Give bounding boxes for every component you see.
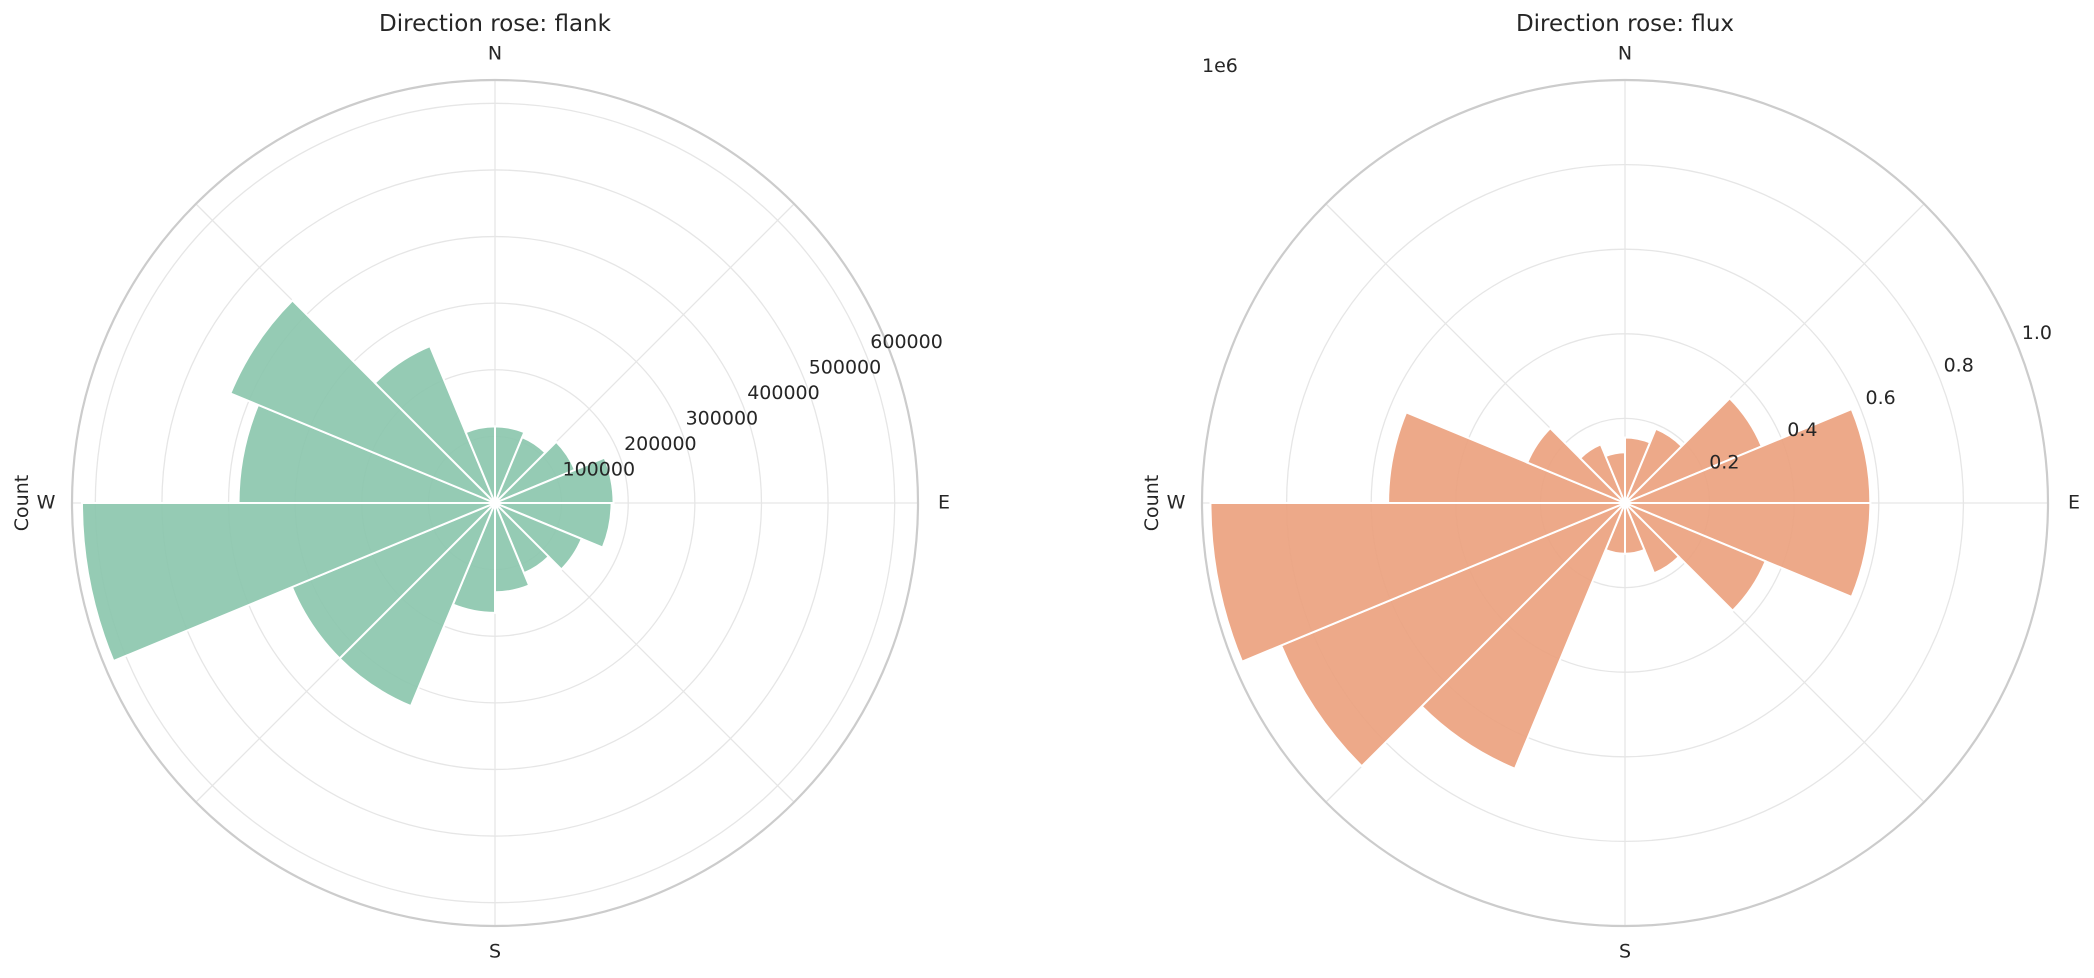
y-axis-label: Count [1141, 475, 1163, 531]
radial-tick-label: 500000 [809, 357, 882, 379]
rose-bar [1624, 502, 1872, 599]
rose-bar [494, 502, 584, 571]
radial-tick-label: 400000 [747, 382, 820, 404]
radial-tick-label: 600000 [870, 331, 943, 353]
panel-flank: 100000 200000 300000 400000 500000 600000 N E S W… [11, 11, 950, 963]
rose-bar [373, 344, 496, 504]
rose-bar [1387, 411, 1626, 504]
direction-label-w: W [37, 492, 56, 514]
direction-label-n: N [1618, 43, 1632, 65]
y-axis-label: Count [11, 475, 33, 531]
direction-label-s: S [489, 941, 501, 963]
rose-bar [1525, 426, 1626, 504]
rose-bar [464, 425, 496, 504]
direction-label-w: W [1167, 492, 1186, 514]
rose-bar [1624, 502, 1767, 613]
rose-bar [1624, 502, 1681, 575]
direction-label-e: E [2068, 492, 2080, 514]
radial-tick-label: 300000 [686, 408, 759, 430]
rose-bar [1279, 502, 1626, 768]
direction-label-n: N [488, 43, 502, 65]
rose-bar [229, 299, 496, 504]
radial-tick-label: 0.4 [1787, 419, 1817, 441]
polar-frame [1200, 78, 2050, 928]
polar-frame [70, 78, 920, 928]
radial-tick-label: 0.8 [1944, 355, 1974, 377]
rose-bar [80, 502, 496, 663]
radial-tick-label: 200000 [624, 433, 697, 455]
radial-tick-label: 1.0 [2022, 322, 2052, 344]
direction-label-s: S [1619, 941, 1631, 963]
rose-bar [1209, 502, 1626, 663]
offset-label: 1e6 [1202, 55, 1238, 77]
chart-title: Direction rose: flux [1516, 11, 1734, 37]
radial-tick-label: 0.6 [1866, 387, 1896, 409]
radial-tick-label: 100000 [563, 459, 636, 481]
rose-bar [1578, 443, 1626, 504]
direction-label-e: E [938, 492, 950, 514]
radial-tick-label: 0.2 [1709, 452, 1739, 474]
rose-bar [494, 456, 615, 504]
rose-bar [1604, 451, 1626, 504]
chart-title: Direction rose: flank [379, 11, 612, 37]
